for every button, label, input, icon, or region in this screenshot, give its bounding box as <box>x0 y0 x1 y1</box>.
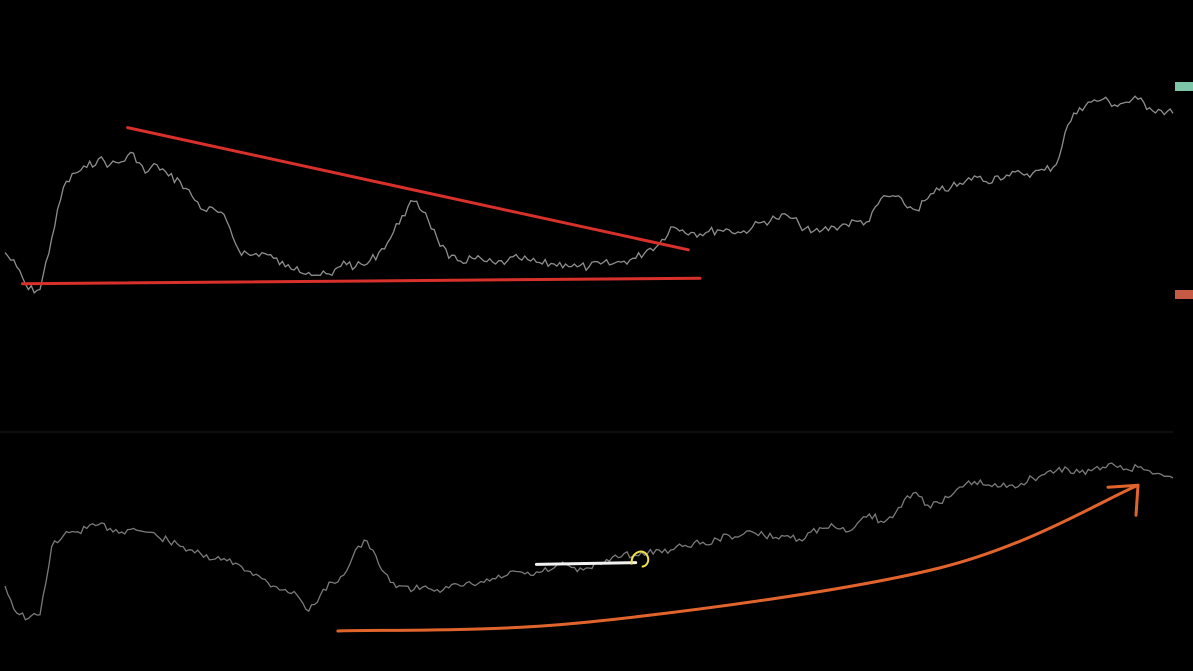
indicator-series-line <box>4 462 1174 621</box>
circle-marker-annotation <box>630 550 650 568</box>
price-series-line <box>4 95 1174 295</box>
price-axis[interactable] <box>1175 82 1193 299</box>
lower-trendline <box>21 276 702 286</box>
upper-trendline <box>126 126 690 252</box>
rising-curve-annotation <box>336 483 1140 633</box>
price-axis-tag-current <box>1175 82 1193 91</box>
price-pane <box>4 95 1174 295</box>
price-axis-tag-level <box>1175 290 1193 299</box>
horizontal-level-annotation <box>534 561 638 566</box>
arrow-head-annotation <box>1106 483 1140 517</box>
indicator-pane <box>4 462 1174 633</box>
